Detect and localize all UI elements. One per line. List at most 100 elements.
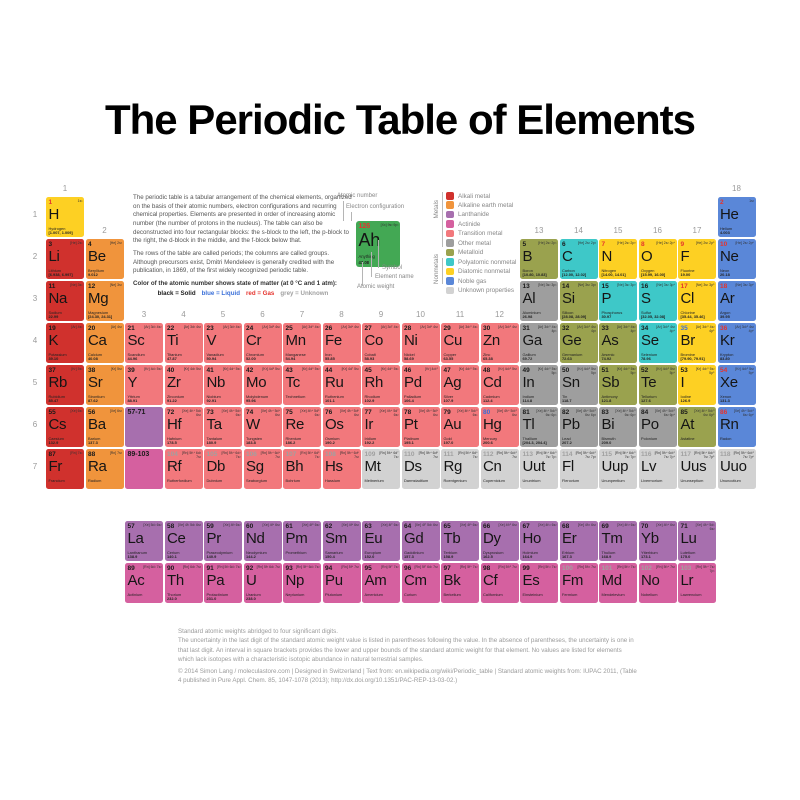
atomic-weight: 50.94 — [206, 356, 217, 361]
element-symbol: Pt — [404, 415, 418, 433]
atomic-weight: 232.0 — [167, 596, 177, 601]
element-symbol: Dy — [483, 529, 501, 547]
element-K: 19 [Ar] 4s¹ K Potassium 39.10 — [46, 323, 84, 363]
atomic-number: 12 — [88, 282, 96, 290]
atomic-weight: 127.6 — [641, 398, 651, 403]
element-name: Potassium — [48, 351, 67, 357]
atomic-number: 65 — [443, 522, 451, 530]
period-label-3: 3 — [32, 294, 38, 303]
electron-configuration: [Rn] 5f¹⁴ 7s² 7p¹ — [695, 565, 715, 574]
element-Bk: 97 [Rn] 5f⁹ 7s² Bk Berkelium — [441, 563, 479, 603]
electron-configuration: [Ar] 3d¹⁰ 4s² 4p⁶ — [735, 325, 754, 334]
element-Ag: 47 [Kr] 4d¹⁰ 5s¹ Ag Silver 107.9 — [441, 365, 479, 405]
electron-configuration: [Xe] 4f¹⁴ 5d¹⁰ 6s² 6p⁵ — [694, 409, 715, 418]
element-symbol: Rf — [167, 457, 182, 475]
group-label-10: 10 — [416, 310, 425, 319]
label-atomic-number: Atomic number — [337, 193, 378, 199]
atomic-number: 1 — [48, 198, 53, 206]
element-symbol: Fl — [562, 457, 574, 475]
atomic-number: 77 — [364, 408, 372, 416]
element-name: Curium — [404, 591, 417, 597]
atomic-number: 90 — [167, 564, 175, 572]
element-symbol: K — [48, 331, 59, 349]
element-Os: 76 [Xe] 4f¹⁴ 5d⁶ 6s² Os Osmium 190.2 — [322, 407, 361, 447]
element-symbol: Mt — [364, 457, 381, 475]
atomic-weight: 78.96 — [641, 356, 651, 361]
atomic-number: 45 — [364, 366, 372, 374]
atomic-number: 47 — [443, 366, 451, 374]
element-symbol: Cf — [483, 571, 498, 589]
atomic-weight: 209.0 — [601, 440, 612, 445]
state-key-item: blue = Liquid — [201, 289, 240, 297]
element-symbol: Xe — [720, 373, 738, 391]
atomic-number: 15 — [601, 282, 609, 290]
element-symbol: Bi — [601, 415, 615, 433]
atomic-weight: 152.0 — [364, 554, 375, 559]
element-Xe: 54 [Kr] 4d¹⁰ 5s² 5p⁶ Xe Xenon 131.3 — [717, 365, 756, 405]
atomic-weight: 173.1 — [641, 554, 651, 559]
atomic-weight: 69.72 — [522, 356, 533, 361]
intro-paragraph-2: The rows of the table are called periods… — [133, 250, 335, 275]
element-name: Livermorium — [641, 477, 663, 483]
atomic-number: 92 — [246, 564, 254, 572]
atomic-number: 63 — [364, 522, 372, 530]
state-key-item: grey = Unknown — [280, 289, 329, 297]
atomic-weight: [15.99, 16.00] — [641, 272, 666, 277]
atomic-number: 3 — [48, 240, 53, 248]
atomic-number: 66 — [483, 522, 491, 530]
element-Gd: 64 [Xe] 4f⁷ 5d¹ 6s² Gd Gadolinium 157.3 — [401, 521, 440, 561]
element-symbol: Cu — [443, 331, 463, 349]
atomic-number: 76 — [325, 408, 333, 416]
electron-configuration: [Xe] 6s² — [109, 409, 122, 413]
electron-configuration: [Xe] 4f¹⁴ 5d² 6s² — [182, 409, 201, 418]
element-name: Iodine — [680, 393, 692, 399]
element-Mg: 12 [Ne] 3s² Mg Magnesium [24.30, 24.31] — [85, 281, 124, 321]
element-Fr: 87 [Rn] 7s¹ Fr Francium — [46, 449, 84, 489]
atomic-weight: 95.96 — [246, 398, 256, 403]
element-name: Magnesium — [88, 309, 109, 315]
atomic-number: 11 — [48, 282, 56, 290]
electron-configuration: [Xe] 4f¹⁴ 5d⁷ 6s² — [379, 409, 399, 418]
electron-configuration: [Kr] 4d⁸ 5s¹ — [380, 367, 399, 371]
element-Ge: 32 [Ar] 3d¹⁰ 4s² 4p² Ge Germanium 72.63 — [559, 323, 598, 363]
element-symbol: Sb — [601, 373, 620, 391]
atomic-number: 98 — [483, 564, 491, 572]
electron-configuration: [Kr] 4d⁵ 5s² — [301, 367, 320, 371]
element-name: Barium — [88, 435, 101, 441]
electron-configuration: [Kr] 4d¹ 5s² — [144, 367, 162, 371]
nonmetals-bracket — [442, 258, 443, 285]
element-symbol: Ra — [88, 457, 107, 475]
element-symbol: Na — [48, 289, 68, 307]
element-Ac: 89 [Rn] 6d¹ 7s² Ac Actinium — [125, 563, 163, 603]
atomic-weight: [204.3, 204.4] — [522, 440, 547, 445]
element-name: Neptunium — [285, 591, 305, 597]
element-Hg: 80 [Xe] 4f¹⁴ 5d¹⁰ 6s² Hg Mercury 200.6 — [480, 407, 519, 447]
atomic-weight: 168.9 — [601, 554, 612, 559]
element-name: Astatine — [680, 435, 695, 441]
element-Pr: 59 [Xe] 4f³ 6s² Pr Praseodymium 140.9 — [204, 521, 242, 561]
range-label: 57-71 — [127, 408, 146, 416]
element-name: Phosphorus — [601, 309, 623, 315]
element-Rh: 45 [Kr] 4d⁸ 5s¹ Rh Rhodium 102.9 — [362, 365, 400, 405]
element-symbol: Hs — [325, 457, 343, 475]
element-symbol: Te — [641, 373, 657, 391]
atomic-number: 38 — [88, 366, 96, 374]
element-symbol: Cs — [48, 415, 67, 433]
element-name: Thorium — [167, 591, 182, 597]
electron-configuration: [Xe] 4f⁹ 6s² — [460, 523, 478, 527]
element-name: Lutetium — [680, 549, 696, 555]
atomic-weight: [79.90, 79.91] — [680, 356, 705, 361]
atomic-weight: 88.91 — [127, 398, 138, 403]
element-symbol: Sg — [246, 457, 264, 475]
atomic-number: 87 — [48, 450, 56, 458]
legend-label-post: Other metal — [458, 239, 491, 247]
element-In: 49 [Kr] 4d¹⁰ 5s² 5p¹ In Indium 114.8 — [520, 365, 558, 405]
atomic-weight: 85.47 — [48, 398, 59, 403]
element-At: 85 [Xe] 4f¹⁴ 5d¹⁰ 6s² 6p⁵ At Astatine — [678, 407, 716, 447]
legend-swatch-alkali — [446, 192, 454, 200]
element-symbol: Ir — [364, 415, 374, 433]
atomic-weight: 19.00 — [680, 272, 691, 277]
period-label-6: 6 — [32, 420, 38, 429]
element-Cu: 29 [Ar] 3d¹⁰ 4s¹ Cu Copper 63.55 — [441, 323, 479, 363]
atomic-weight: 192.2 — [364, 440, 375, 445]
